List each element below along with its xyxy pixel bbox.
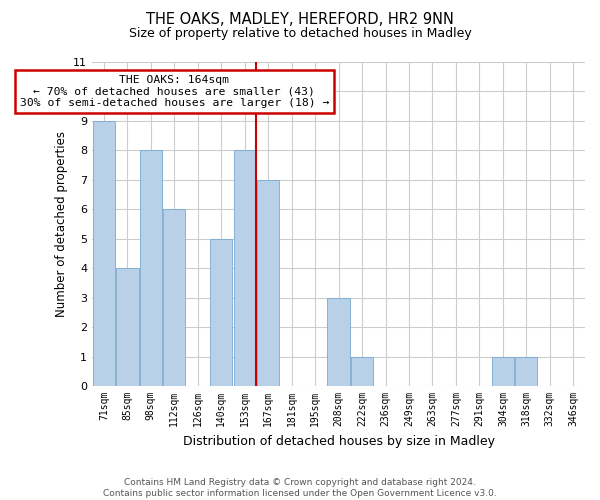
Bar <box>328 298 350 386</box>
Bar <box>257 180 280 386</box>
Text: Contains HM Land Registry data © Crown copyright and database right 2024.
Contai: Contains HM Land Registry data © Crown c… <box>103 478 497 498</box>
Bar <box>93 120 115 386</box>
X-axis label: Distribution of detached houses by size in Madley: Distribution of detached houses by size … <box>182 434 494 448</box>
Text: THE OAKS: 164sqm
← 70% of detached houses are smaller (43)
30% of semi-detached : THE OAKS: 164sqm ← 70% of detached house… <box>20 75 329 108</box>
Y-axis label: Number of detached properties: Number of detached properties <box>55 131 68 317</box>
Text: THE OAKS, MADLEY, HEREFORD, HR2 9NN: THE OAKS, MADLEY, HEREFORD, HR2 9NN <box>146 12 454 28</box>
Bar <box>515 356 538 386</box>
Bar <box>351 356 373 386</box>
Bar <box>492 356 514 386</box>
Bar <box>233 150 256 386</box>
Bar <box>163 209 185 386</box>
Bar <box>116 268 139 386</box>
Text: Size of property relative to detached houses in Madley: Size of property relative to detached ho… <box>128 28 472 40</box>
Bar <box>140 150 162 386</box>
Bar <box>210 238 232 386</box>
